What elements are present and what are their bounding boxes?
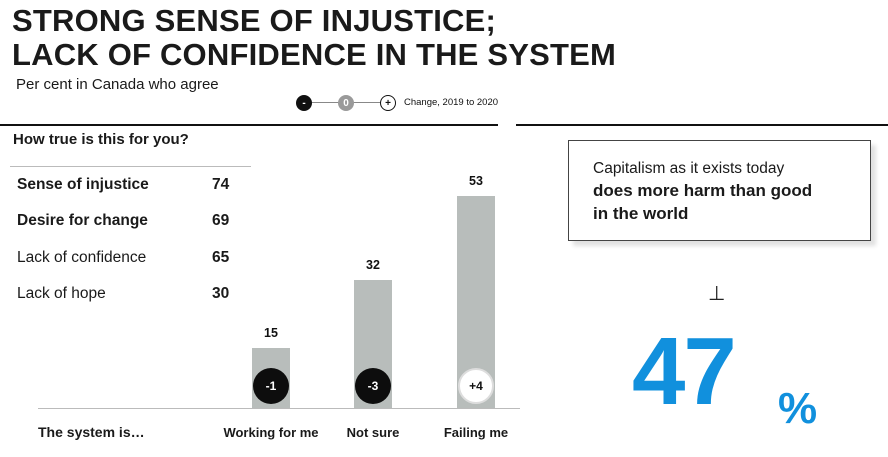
sentiment-title: How true is this for you? (13, 131, 189, 148)
legend-label: Change, 2019 to 2020 (404, 97, 499, 108)
up-tack-symbol: ⊥ (708, 283, 726, 305)
legend-zero-dot: 0 (338, 95, 354, 111)
change-legend: - 0 + Change, 2019 to 2020 (296, 94, 536, 112)
bar-value-label: 32 (366, 258, 380, 272)
capitalism-line-2: does more harm than good in the world (593, 181, 813, 223)
capitalism-statement-box: Capitalism as it exists today does more … (568, 140, 871, 241)
change-badge: -3 (355, 368, 391, 404)
change-badge: +4 (458, 368, 494, 404)
capitalism-percent-value: 47 (632, 318, 737, 425)
legend-negative-dot: - (296, 95, 312, 111)
sentiment-label: Lack of hope (17, 285, 106, 302)
capitalism-line-1: Capitalism as it exists today (593, 160, 785, 177)
subtitle: Per cent in Canada who agree (16, 76, 219, 93)
sentiment-value: 30 (212, 285, 230, 302)
sentiment-label: Lack of confidence (17, 249, 147, 266)
sentiment-label: Desire for change (17, 212, 148, 229)
bar-value-label: 53 (469, 174, 483, 188)
bar-value-label: 15 (264, 326, 278, 340)
title-line-2: LACK OF CONFIDENCE IN THE SYSTEM (12, 37, 617, 72)
sentiment-value: 74 (212, 176, 230, 193)
right-section-rule (516, 124, 888, 126)
system-label: The system is… (38, 424, 145, 440)
legend-positive-dot: + (380, 95, 396, 111)
page-title: STRONG SENSE OF INJUSTICE; LACK OF CONFI… (12, 4, 616, 72)
title-line-1: STRONG SENSE OF INJUSTICE; (12, 3, 497, 38)
sentiment-label: Sense of injustice (17, 176, 149, 193)
sentiment-divider (10, 166, 251, 167)
capitalism-percent-sign: % (778, 384, 818, 433)
category-label: Not sure (346, 425, 400, 440)
category-label: Failing me (443, 425, 509, 440)
chart-baseline (38, 408, 520, 409)
change-badge: -1 (253, 368, 289, 404)
sentiment-value: 69 (212, 212, 230, 229)
sentiment-value: 65 (212, 249, 230, 266)
left-section-rule (0, 124, 498, 126)
category-label: Working for me (223, 425, 319, 440)
